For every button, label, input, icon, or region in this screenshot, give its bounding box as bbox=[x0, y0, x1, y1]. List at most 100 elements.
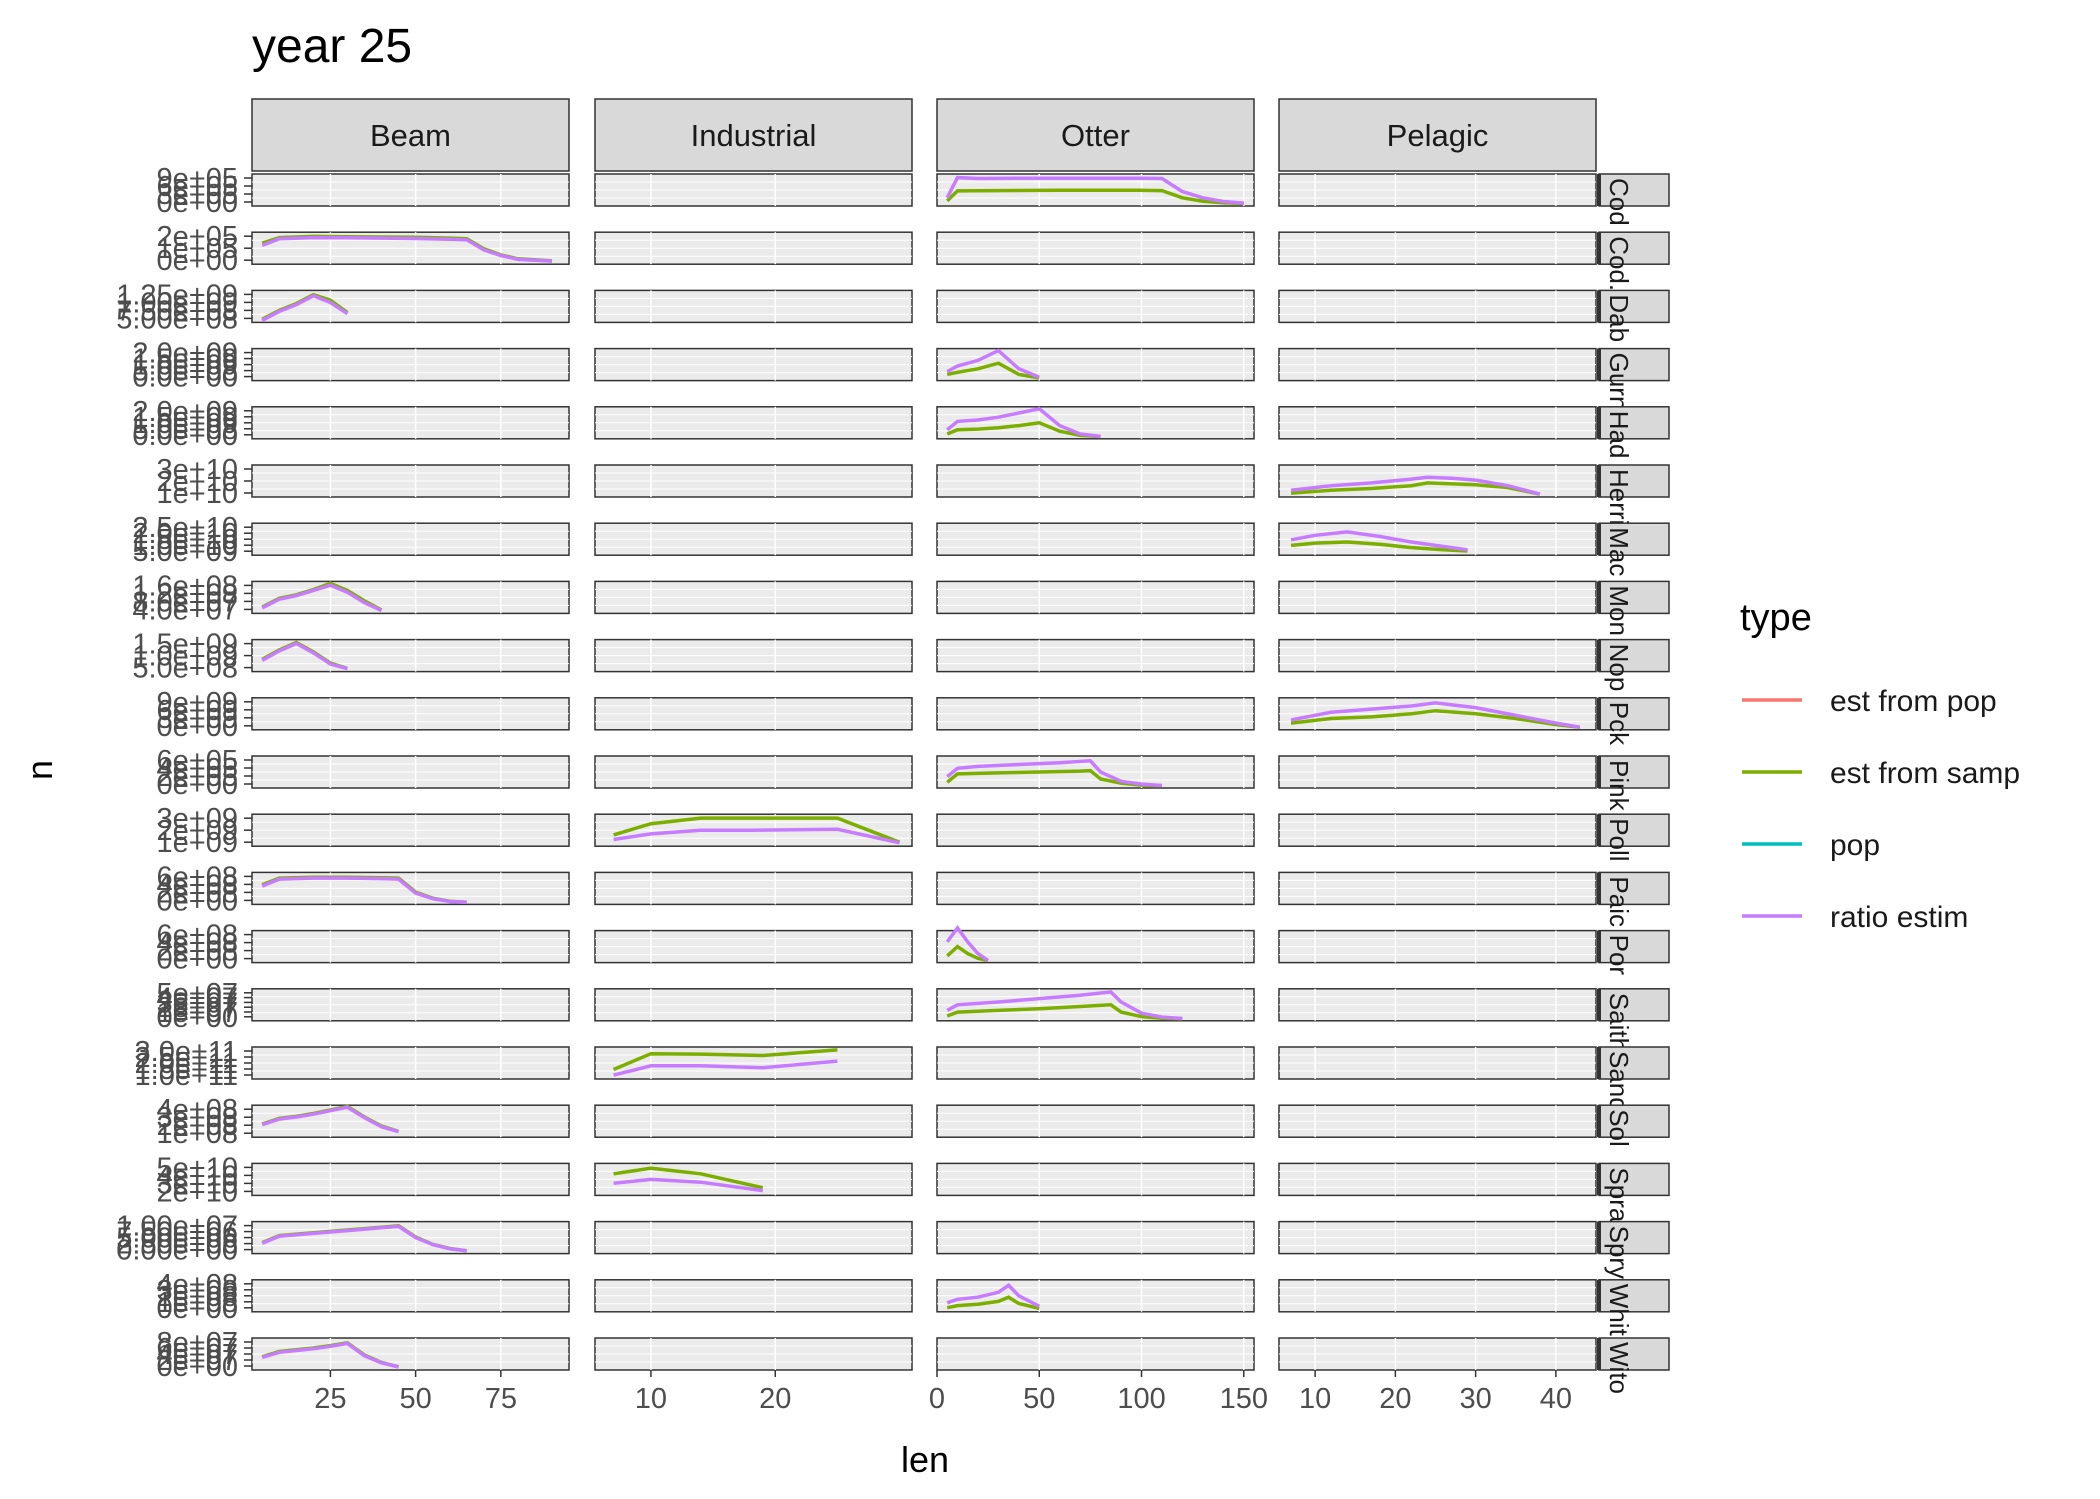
panel-beam-wito bbox=[251, 1337, 570, 1371]
x-axes: 25 50 75 10 20 0 50 100 150 10 20 30 40 bbox=[314, 1370, 1572, 1415]
panel-industrial-poll bbox=[594, 813, 913, 847]
series-line-ratio-estim bbox=[945, 924, 990, 963]
panel-pelagic-whit bbox=[1278, 1279, 1597, 1313]
y-tick-label: 7.50e+06 bbox=[116, 1217, 238, 1249]
y-tick-label: 1.25e+09 bbox=[116, 279, 238, 311]
series-line-est-from-samp bbox=[1290, 708, 1581, 729]
panel-beam-nop bbox=[251, 638, 570, 673]
y-tick-label: 7.50e+08 bbox=[116, 295, 238, 327]
panel-industrial-nop bbox=[594, 638, 913, 673]
panel-industrial-mon bbox=[594, 580, 913, 615]
y-tick-label: 2e+05 bbox=[157, 761, 238, 793]
y-tick-label: 1.5e+09 bbox=[132, 402, 238, 434]
series-line-ratio-estim bbox=[1290, 475, 1541, 496]
y-tick-label: 3e+09 bbox=[157, 703, 238, 735]
facet-strip-label-industrial: Industrial bbox=[691, 118, 817, 153]
y-tick-label: 8e+07 bbox=[157, 1327, 238, 1359]
facet-row-dab: 1.25e+091.00e+097.50e+085.00e+08 Dab bbox=[116, 279, 1670, 342]
panel-pelagic-sand bbox=[1278, 1046, 1597, 1080]
row-strip-label-cod: Cod. bbox=[1604, 236, 1634, 291]
panel-industrial-had bbox=[594, 406, 913, 440]
series-line-ratio-estim bbox=[261, 641, 348, 671]
panel-pelagic-cod bbox=[1278, 173, 1597, 207]
panel-beam-spry bbox=[251, 1220, 570, 1255]
x-tick-label-industrial-20: 20 bbox=[759, 1383, 791, 1415]
y-tick-label: 5.0e+08 bbox=[132, 356, 238, 388]
facet-strip-pelagic bbox=[1278, 98, 1597, 172]
series-line-ratio-estim bbox=[613, 1177, 764, 1193]
y-tick-label: 4.0e+07 bbox=[132, 594, 238, 626]
facet-row-gurn: 2.0e+091.5e+091.0e+095.0e+080.0e+00 Gurn bbox=[132, 338, 1670, 410]
x-tick-label-otter-0: 0 bbox=[929, 1383, 945, 1415]
series-line-ratio-estim bbox=[1290, 701, 1581, 729]
y-tick-label: 6e+08 bbox=[157, 920, 238, 952]
panel-otter-cod bbox=[936, 231, 1255, 265]
y-tick-label: 3e+08 bbox=[157, 1102, 238, 1134]
panel-pelagic-had bbox=[1278, 406, 1597, 440]
y-tick-label: 0e+00 bbox=[157, 1002, 238, 1034]
series-line-ratio-estim bbox=[946, 348, 1040, 379]
series-line-ratio-estim bbox=[946, 759, 1163, 788]
panel-otter-por bbox=[936, 924, 1255, 964]
y-tick-label: 6e+05 bbox=[157, 745, 238, 777]
y-tick-label: 6e+09 bbox=[157, 695, 238, 727]
series-line-ratio-estim bbox=[261, 1105, 400, 1134]
facet-column-strips: Beam Industrial Otter Pelagic bbox=[251, 98, 1597, 172]
panel-beam-had bbox=[251, 406, 570, 440]
series-line-est-from-samp bbox=[946, 421, 1101, 439]
series-line-ratio-estim bbox=[945, 175, 1244, 205]
panel-pelagic-nop bbox=[1278, 638, 1597, 673]
y-tick-label: 5.00e+08 bbox=[116, 303, 238, 335]
y-tick-label: 4e+08 bbox=[157, 1094, 238, 1126]
panel-industrial-sol bbox=[594, 1104, 913, 1138]
row-strip-mon bbox=[1598, 580, 1670, 615]
y-tick-label: 3e+08 bbox=[157, 1275, 238, 1307]
y-tick-label: 1.0e+10 bbox=[132, 530, 238, 562]
y-tick-label: 2e+10 bbox=[157, 466, 238, 498]
y-tick-label: 3e+10 bbox=[157, 454, 238, 486]
y-tick-label: 1.6e+08 bbox=[132, 570, 238, 602]
panel-otter-spra bbox=[936, 1162, 1255, 1197]
y-tick-label: 2.50e+06 bbox=[116, 1229, 238, 1261]
y-tick-label: 1.5e+09 bbox=[132, 344, 238, 376]
row-strip-mac bbox=[1598, 522, 1670, 556]
y-tick-label: 1e+07 bbox=[157, 997, 238, 1029]
y-tick-label: 0.0e+00 bbox=[132, 362, 238, 394]
y-tick-label: 0e+00 bbox=[157, 1351, 238, 1383]
panel-pelagic-cod bbox=[1278, 231, 1597, 265]
x-axis-title: len bbox=[901, 1439, 949, 1480]
panel-otter-pck bbox=[936, 697, 1255, 731]
y-tick-label: 1.5e+11 bbox=[135, 1054, 238, 1086]
legend: type est from pop est from samp pop ratio e… bbox=[1740, 597, 2020, 934]
y-tick-label: 9e+09 bbox=[157, 687, 238, 719]
series-line-ratio-estim bbox=[946, 990, 1183, 1021]
x-tick-label-beam-25: 25 bbox=[314, 1383, 346, 1415]
panel-industrial-cod bbox=[594, 173, 913, 207]
panel-industrial-herri bbox=[594, 464, 913, 498]
x-tick-label-pelagic-10: 10 bbox=[1299, 1383, 1331, 1415]
row-strip-herri bbox=[1598, 464, 1670, 498]
y-tick-label: 6e+08 bbox=[157, 861, 238, 893]
series-line-ratio-estim bbox=[1290, 530, 1468, 552]
facet-row-nop: 1.5e+091.0e+095.0e+08 Nop bbox=[132, 629, 1670, 691]
row-strip-gurn bbox=[1598, 347, 1670, 382]
row-strip-label-cod: Cod bbox=[1604, 178, 1634, 226]
series-line-est-from-samp bbox=[946, 361, 1040, 380]
panel-otter-spry bbox=[936, 1220, 1255, 1255]
row-strip-cod bbox=[1598, 231, 1670, 265]
facet-row-spry: 1.00e+077.50e+065.00e+062.50e+060.00e+00… bbox=[116, 1211, 1670, 1279]
y-axis-title: n bbox=[19, 760, 60, 780]
panel-pelagic-mac bbox=[1278, 522, 1597, 556]
row-strip-label-por: Por bbox=[1604, 935, 1634, 976]
y-tick-label: 2.0e+09 bbox=[132, 338, 238, 370]
x-tick-label-beam-50: 50 bbox=[399, 1383, 431, 1415]
panel-industrial-gurn bbox=[594, 347, 913, 382]
panel-industrial-sand bbox=[594, 1046, 913, 1080]
panel-pelagic-paic bbox=[1278, 871, 1597, 906]
row-strip-label-sol: Sol bbox=[1604, 1109, 1634, 1147]
